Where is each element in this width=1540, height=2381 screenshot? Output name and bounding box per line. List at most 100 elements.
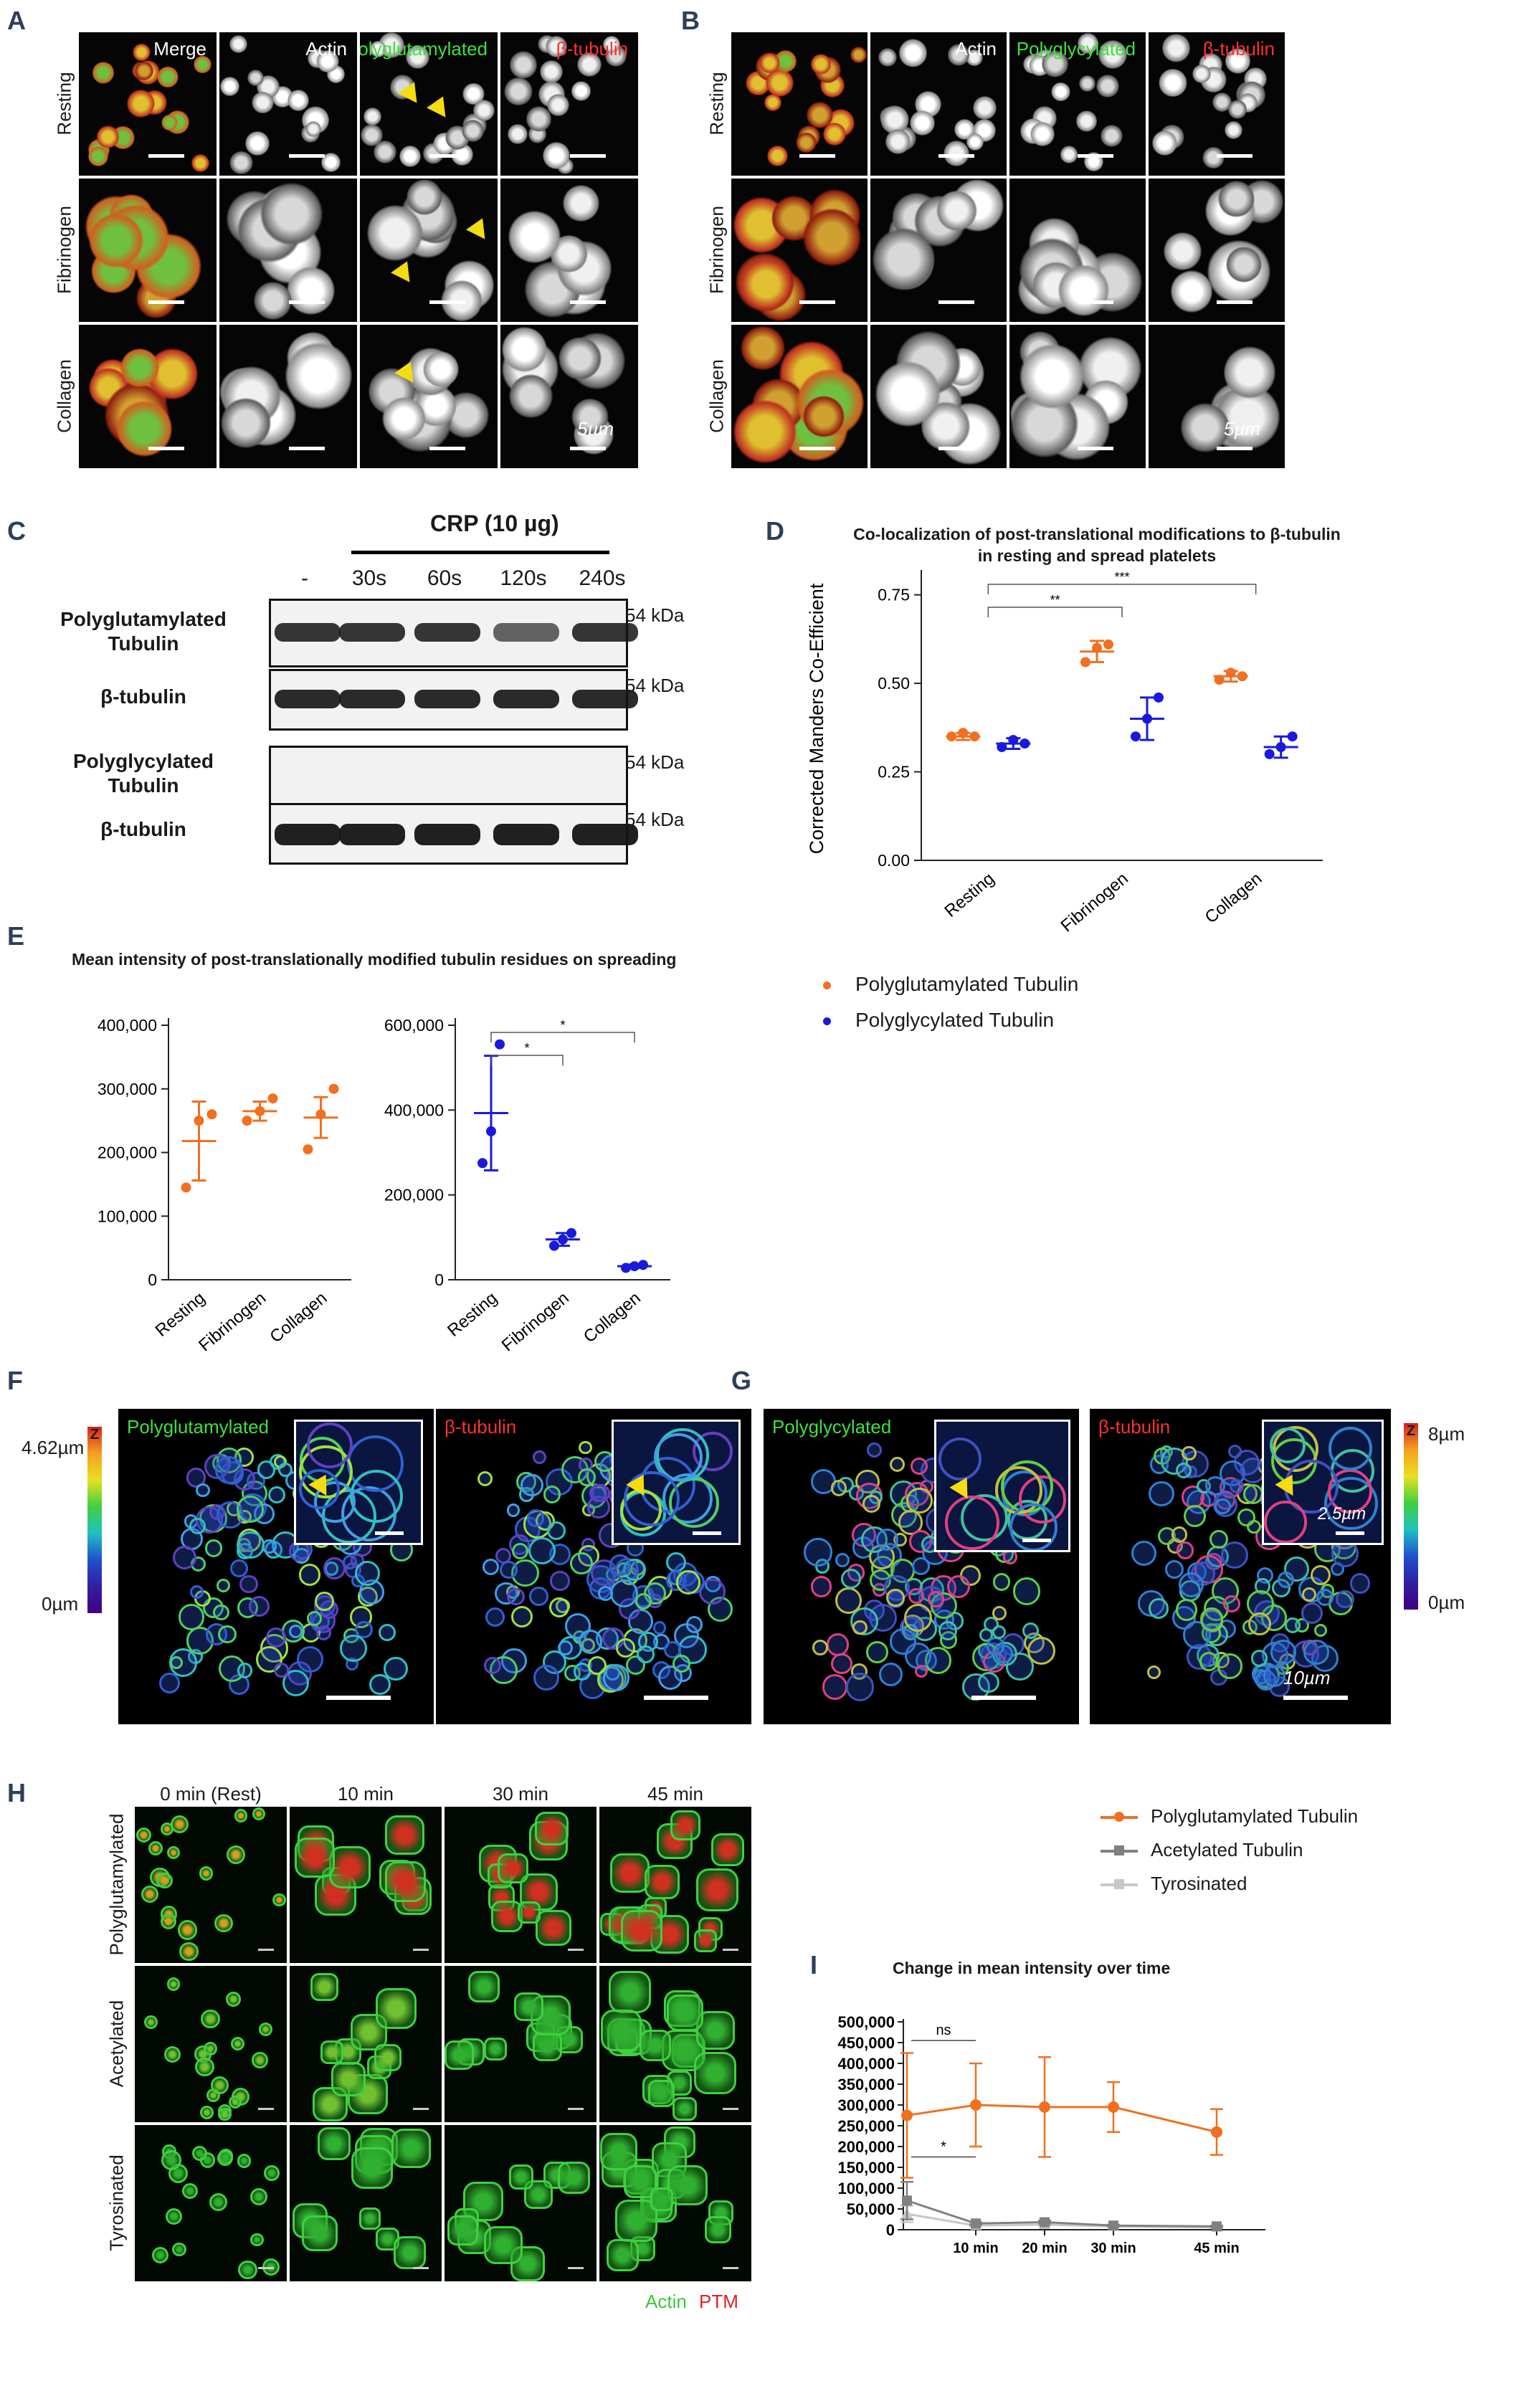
scale-bar: [570, 447, 606, 450]
platelet-cell: [966, 133, 984, 151]
platelet-cell: [912, 1557, 931, 1576]
platelet-cell: [840, 1569, 861, 1589]
data-point: [1237, 671, 1247, 682]
platelet-cell: [1209, 1530, 1228, 1549]
scale-bar: [258, 1949, 274, 1951]
scale-bar: [1217, 300, 1253, 304]
micrograph-tile: [1009, 325, 1146, 468]
platelet-cell: [358, 2207, 381, 2230]
y-tick-label: 0: [148, 1270, 157, 1289]
platelet-cell: [1316, 1588, 1334, 1607]
panel-letter-h: H: [7, 1778, 26, 1807]
platelet-cell: [1313, 1623, 1328, 1637]
micrograph-tile: [79, 325, 217, 468]
platelet-cell: [667, 1995, 704, 2032]
platelet-cell: [665, 1551, 686, 1572]
micrograph-tile: [135, 2125, 287, 2281]
chart-i-title: Change in mean intensity over time: [893, 1959, 1171, 1977]
platelet-cell: [161, 1913, 177, 1929]
platelet-cell: [602, 36, 620, 54]
micrograph-tile: 5µm: [500, 325, 638, 468]
platelet-cell: [1310, 1565, 1331, 1586]
y-tick-label: 200,000: [98, 1144, 157, 1162]
micrograph-tile: [135, 1966, 287, 2122]
platelet-cell: [89, 213, 143, 267]
x-tick-label: 20 min: [1022, 2240, 1067, 2256]
platelet-cell: [508, 2164, 534, 2190]
platelet-cell: [1278, 1572, 1295, 1589]
significance-label: *: [941, 2139, 946, 2155]
platelet-cell: [710, 1833, 744, 1867]
blot-band: [414, 623, 480, 642]
blot-label: β-tubulin: [100, 685, 186, 708]
data-point: [638, 1260, 648, 1270]
platelet-cell: [181, 2182, 199, 2200]
y-tick-label: 0.50: [878, 674, 910, 693]
platelet-cell: [1225, 47, 1251, 74]
legend-marker: [823, 982, 831, 990]
platelet-cell: [910, 1457, 928, 1475]
micrograph-tile: [290, 1966, 442, 2122]
platelet-cell: [354, 1560, 381, 1586]
platelet-cell: [765, 68, 794, 97]
micrograph-tile: Actin: [219, 32, 357, 176]
platelet-cell: [214, 1455, 243, 1484]
platelet-cell: [1147, 1665, 1161, 1680]
platelet-cell: [639, 2029, 671, 2061]
platelet-cell: [521, 1473, 544, 1497]
platelet-cell: [607, 2239, 640, 2272]
legend-entry: Polyglycylated Tubulin: [823, 1009, 1054, 1032]
data-point: [1040, 2217, 1050, 2228]
scale-bar: [1217, 154, 1253, 158]
blot-band: [493, 623, 559, 642]
x-tick-label: Fibrinogen: [498, 1288, 573, 1356]
platelet-cell: [204, 1539, 223, 1557]
platelet-cell: [1199, 1607, 1224, 1631]
legend-entry: Polyglutamylated Tubulin: [1101, 1805, 1358, 1828]
data-point: [1275, 742, 1286, 752]
z-colorbar-f: [87, 1427, 102, 1613]
platelet-cell: [298, 1564, 321, 1586]
platelet-cell: [518, 1901, 541, 1924]
blot-membrane: [269, 669, 638, 731]
platelet-cell: [589, 1484, 607, 1502]
platelet-cell: [992, 1606, 1007, 1621]
data-point: [255, 1106, 265, 1116]
platelet-cell: [315, 1625, 332, 1641]
blot-band: [339, 690, 405, 708]
crp-treatment-label: CRP (10 µg): [430, 510, 559, 536]
platelet-cell: [1176, 1541, 1194, 1559]
legend-entry: Acetylated Tubulin: [1101, 1839, 1303, 1861]
platelet-cell: [830, 1480, 847, 1496]
blot-band: [414, 690, 480, 708]
platelet-cell: [278, 1463, 293, 1478]
platelet-cell: [328, 1846, 371, 1888]
significance-label: ***: [1114, 570, 1129, 584]
platelet-cell: [872, 227, 936, 290]
platelet-cell: [811, 54, 832, 75]
platelet-cell: [652, 1621, 667, 1635]
platelet-cell: [369, 41, 387, 58]
data-point: [902, 2195, 912, 2206]
platelet-cell: [938, 1437, 982, 1481]
platelet-cell: [211, 2076, 229, 2095]
y-tick-label: 100,000: [98, 1207, 157, 1225]
platelet-cell: [543, 1486, 561, 1503]
data-point: [303, 1144, 313, 1155]
platelet-cell: [237, 1495, 264, 1523]
platelet-cell: [287, 266, 336, 315]
z-scale-g-top: 8µm: [1428, 1423, 1465, 1445]
scale-bar: [289, 300, 325, 304]
inset-scale-bar: [693, 1531, 721, 1535]
platelet-cell: [1019, 343, 1085, 409]
platelet-cell: [172, 1546, 196, 1569]
micrograph-tile: [360, 325, 498, 468]
platelet-cell: [484, 2226, 523, 2265]
platelet-cell: [1349, 1573, 1371, 1594]
platelet-cell: [796, 132, 817, 153]
scale-bar: [570, 154, 606, 158]
platelet-cell: [120, 348, 160, 388]
timepoint-label: 30 min: [492, 1783, 549, 1805]
platelet-cell: [875, 1528, 899, 1551]
blot-label: β-tubulin: [100, 818, 186, 840]
